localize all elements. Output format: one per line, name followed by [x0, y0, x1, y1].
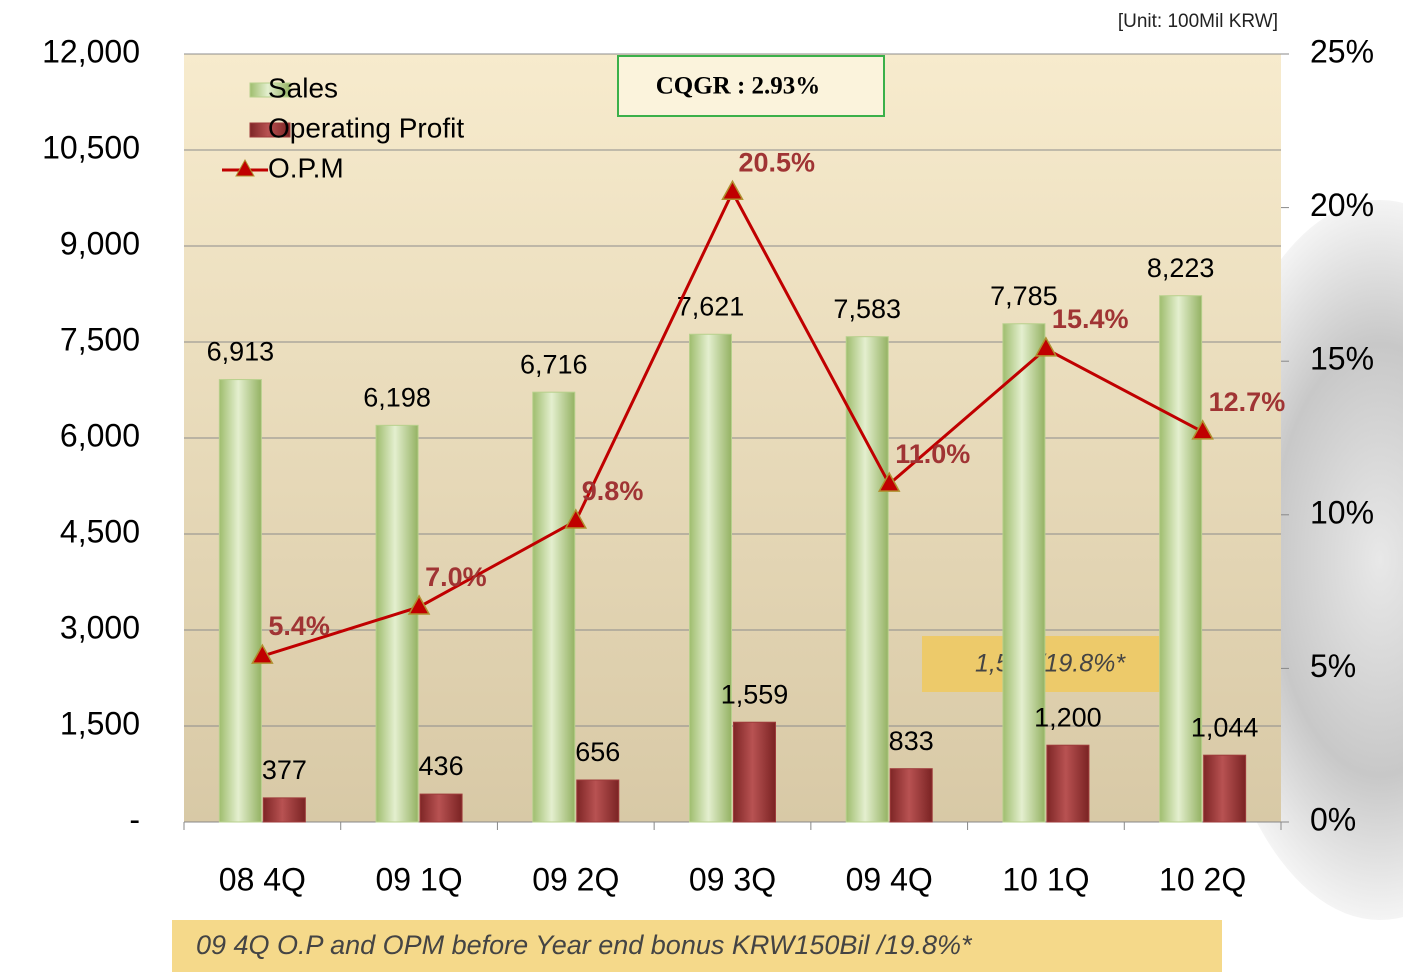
value-label: 20.5% — [739, 147, 816, 177]
y-tick-label: - — [129, 801, 140, 837]
value-label: 1,200 — [1034, 702, 1102, 732]
y-tick-label: 1,500 — [60, 705, 140, 741]
y2-tick-label: 20% — [1310, 187, 1374, 223]
value-label: 7,621 — [677, 291, 745, 321]
value-label: 1,559 — [721, 679, 789, 709]
value-label: 8,223 — [1147, 253, 1215, 283]
bar — [1160, 296, 1202, 822]
y-tick-label: 7,500 — [60, 321, 140, 357]
value-label: 377 — [262, 755, 307, 785]
chart: [Unit: 100Mil KRW] CQGR : 2.93% 1,503/19… — [0, 0, 1403, 976]
bar — [376, 425, 418, 822]
bar — [533, 392, 575, 822]
y-tick-label: 3,000 — [60, 609, 140, 645]
value-label: 7,785 — [990, 281, 1058, 311]
cagr-note: CQGR : 2.93% — [656, 73, 821, 100]
y2-tick-label: 0% — [1310, 801, 1356, 837]
bar — [577, 780, 619, 822]
value-label: 7,583 — [833, 294, 901, 324]
value-label: 5.4% — [268, 611, 330, 641]
value-label: 833 — [889, 726, 934, 756]
x-tick-label: 09 4Q — [846, 861, 933, 897]
bar — [420, 794, 462, 822]
bar — [734, 722, 776, 822]
x-tick-label: 08 4Q — [219, 861, 306, 897]
legend-label: Operating Profit — [268, 112, 464, 143]
footnote: 09 4Q O.P and OPM before Year end bonus … — [196, 930, 973, 960]
x-tick-label: 10 1Q — [1002, 861, 1089, 897]
legend-label: Sales — [268, 72, 338, 103]
legend-label: O.P.M — [268, 152, 344, 183]
value-label: 11.0% — [895, 439, 970, 469]
y2-tick-label: 15% — [1310, 341, 1374, 377]
y2-tick-label: 5% — [1310, 648, 1356, 684]
bar — [1047, 745, 1089, 822]
bar — [690, 334, 732, 822]
bar — [890, 769, 932, 822]
bar — [846, 337, 888, 822]
value-label: 6,198 — [363, 382, 431, 412]
bar — [1204, 755, 1246, 822]
value-label: 6,913 — [207, 337, 275, 367]
x-tick-label: 09 3Q — [689, 861, 776, 897]
y-tick-label: 12,000 — [42, 33, 140, 69]
x-tick-label: 09 1Q — [375, 861, 462, 897]
value-label: 656 — [575, 737, 620, 767]
y-tick-label: 9,000 — [60, 225, 140, 261]
y-tick-label: 10,500 — [42, 129, 140, 165]
value-label: 7.0% — [425, 562, 487, 592]
unit-note: [Unit: 100Mil KRW] — [1118, 11, 1278, 32]
y-tick-label: 6,000 — [60, 417, 140, 453]
value-label: 436 — [419, 751, 464, 781]
adjusted-note: 1,503/19.8%* — [975, 650, 1126, 678]
y2-tick-label: 25% — [1310, 33, 1374, 69]
x-tick-label: 10 2Q — [1159, 861, 1246, 897]
value-label: 9.8% — [582, 476, 644, 506]
value-label: 6,716 — [520, 349, 588, 379]
bar — [263, 798, 305, 822]
y2-tick-label: 10% — [1310, 494, 1374, 530]
bar — [1003, 324, 1045, 822]
x-tick-label: 09 2Q — [532, 861, 619, 897]
value-label: 1,044 — [1191, 712, 1259, 742]
value-label: 12.7% — [1209, 387, 1286, 417]
bar — [219, 380, 261, 822]
value-label: 15.4% — [1052, 304, 1129, 334]
y-tick-label: 4,500 — [60, 513, 140, 549]
